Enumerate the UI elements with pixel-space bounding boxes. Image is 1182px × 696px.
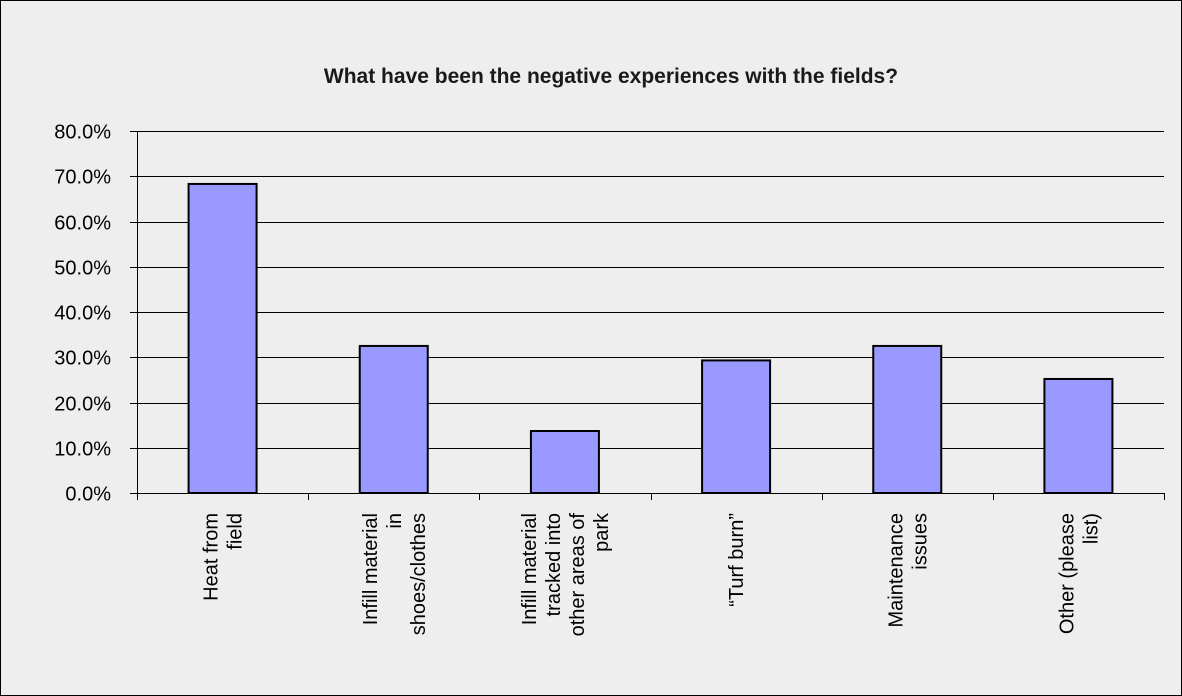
y-tick-label: 20.0% [54, 394, 111, 416]
x-category-label: Maintenance [885, 513, 907, 628]
x-category-label: other areas of [567, 513, 589, 637]
x-category-labels: Heat from field Infill material in shoes/clo… [201, 512, 1103, 636]
bar [701, 359, 772, 495]
chart-title: What have been the negative experiences … [324, 65, 898, 88]
y-tick-label: 40.0% [54, 303, 111, 325]
y-tick-label: 50.0% [54, 258, 111, 280]
x-category-label: Other (please [1056, 513, 1078, 634]
gridlines [137, 131, 1164, 449]
bar [358, 344, 429, 494]
y-tick-label: 80.0% [54, 122, 111, 144]
bar [872, 344, 943, 494]
axes [130, 131, 1165, 500]
x-category-label: park [591, 512, 613, 552]
x-category-label: shoes/clothes [408, 513, 430, 635]
x-category-label: Heat from [201, 513, 223, 601]
x-category-label: tracked into [543, 513, 565, 616]
y-tick-label: 30.0% [54, 348, 111, 370]
x-category-label: Infill material [519, 513, 541, 625]
y-tick-label: 0.0% [65, 484, 111, 506]
x-category-label: Infill material [360, 513, 382, 625]
x-category-label: issues [909, 513, 931, 570]
x-category-label: field [225, 513, 247, 550]
x-category-label: “Turf burn” [726, 513, 748, 607]
x-category-label: list) [1080, 513, 1102, 544]
x-category-label: in [384, 513, 406, 529]
y-tick-label: 10.0% [54, 439, 111, 461]
bar [187, 182, 258, 494]
bar [1043, 377, 1114, 494]
bars [187, 182, 1114, 495]
y-tick-label: 70.0% [54, 167, 111, 189]
y-tick-labels: 0.0% 10.0% 20.0% 30.0% 40.0% 50.0% 60.0% 70.0% 8… [54, 122, 111, 506]
y-tick-label: 60.0% [54, 213, 111, 235]
bar [529, 430, 600, 495]
